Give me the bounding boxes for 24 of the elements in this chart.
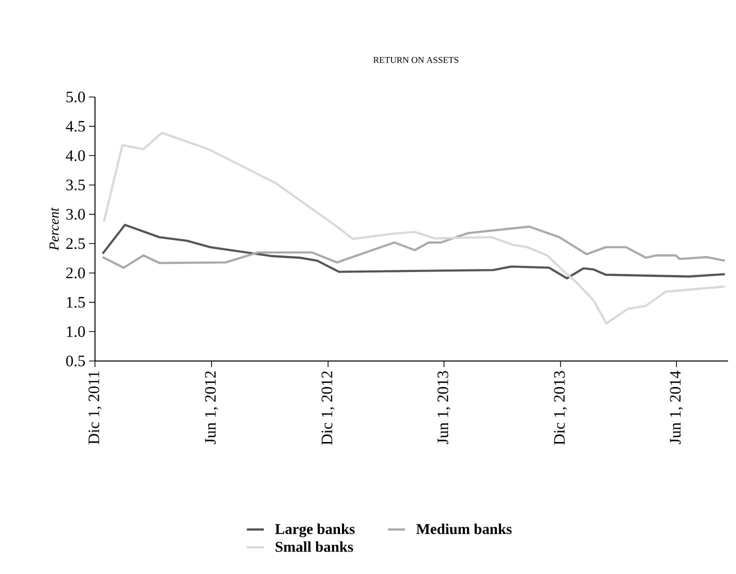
line-series [102,132,726,325]
y-tick-label: 1.0 [66,326,85,338]
legend-label: Small banks [276,541,354,552]
x-tick-label: Dic 1, 2013 [554,371,568,445]
x-tick-label: Dic 1, 2011 [88,371,102,444]
y-tick-label: 5.0 [66,92,85,102]
y-tick-label: 4.5 [66,120,85,132]
line-series [102,226,726,269]
y-axis-title: Percent [49,207,59,250]
legend-label: Large banks [275,524,355,538]
legend-label: Medium banks [416,524,512,534]
y-tick-label: 2.5 [66,238,85,250]
x-tick-label: Jun 1, 2013 [437,371,451,444]
y-tick-label: 3.0 [66,208,85,220]
x-tick-label: Jun 1, 2012 [205,371,218,444]
y-tick-label: 2.0 [66,268,85,278]
y-tick-label: 0.5 [66,356,85,366]
y-tick-label: 3.5 [66,180,85,190]
line-series [102,224,726,280]
x-tick-label: Jun 1, 2014 [670,370,683,444]
y-tick-label: 4.0 [66,150,85,162]
y-tick-label: 1.5 [66,296,85,308]
x-tick-label: Dic 1, 2012 [322,371,335,445]
chart-title: RETURN ON ASSETS [373,56,458,64]
